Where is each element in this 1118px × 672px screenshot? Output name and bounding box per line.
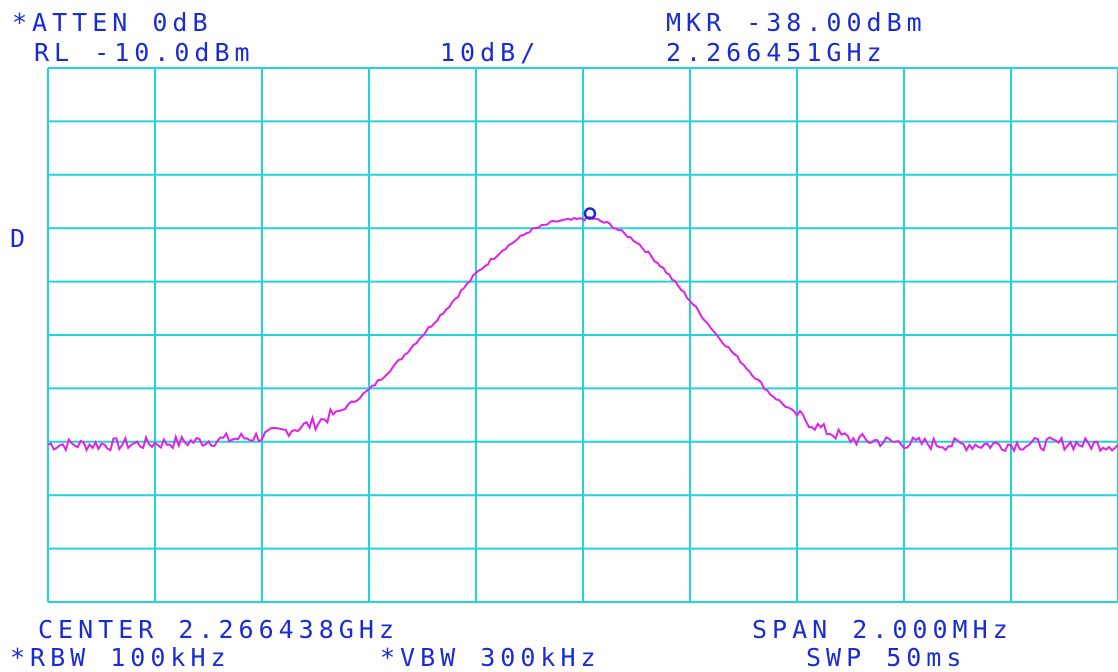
vbw-label: *VBW 300kHz [380,643,601,672]
sweep-time-label: SWP 50ms [806,643,967,672]
center-frequency-label: CENTER 2.266438GHz [38,615,399,644]
rbw-label: *RBW 100kHz [10,643,231,672]
spectrum-trace [47,215,1118,454]
detector-label: D [10,224,31,253]
scale-label: 10dB/ [440,38,541,67]
marker-level-label: MKR -38.00dBm [666,8,927,37]
attenuation-label: *ATTEN 0dB [12,8,213,37]
span-label: SPAN 2.000MHz [752,615,1013,644]
marker-frequency-label: 2.266451GHz [666,38,887,67]
marker-circle [583,207,597,220]
reference-level-label: RL -10.0dBm [34,38,255,67]
graticule [47,67,1118,603]
